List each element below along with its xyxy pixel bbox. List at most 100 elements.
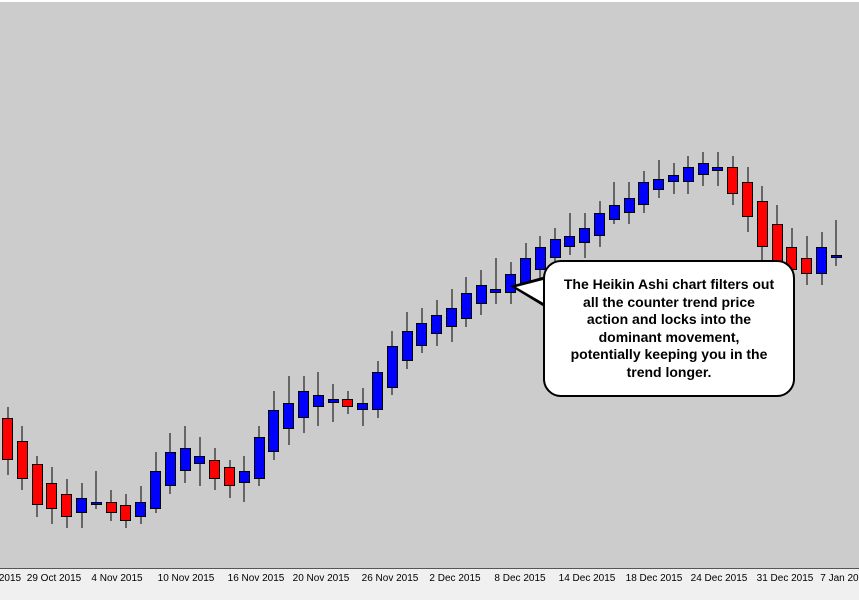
candle-body bbox=[17, 441, 28, 479]
candle-body bbox=[535, 247, 546, 270]
candle-body bbox=[564, 236, 575, 247]
candle-body bbox=[328, 399, 339, 403]
x-axis-label: 24 Dec 2015 bbox=[691, 573, 748, 584]
x-axis-label: 14 Dec 2015 bbox=[559, 573, 616, 584]
x-axis-label: 16 Nov 2015 bbox=[228, 573, 285, 584]
candle-wick bbox=[836, 220, 837, 266]
candle-body bbox=[461, 293, 472, 320]
candle-body bbox=[180, 448, 191, 471]
candle bbox=[224, 2, 235, 570]
candle-wick bbox=[569, 213, 570, 255]
candle-body bbox=[712, 167, 723, 171]
candle bbox=[61, 2, 72, 570]
candle-body bbox=[727, 167, 738, 194]
candle-wick bbox=[495, 258, 496, 304]
candle bbox=[106, 2, 117, 570]
candle bbox=[461, 2, 472, 570]
candle-body bbox=[2, 418, 13, 460]
candle-body bbox=[402, 331, 413, 361]
x-axis-label: 2015 bbox=[0, 573, 21, 584]
candle-body bbox=[165, 452, 176, 486]
candle bbox=[32, 2, 43, 570]
x-axis: 2015 29 Oct 2015 4 Nov 2015 10 Nov 2015 16 N… bbox=[0, 568, 859, 600]
candle-body bbox=[609, 205, 620, 220]
candle-body bbox=[550, 239, 561, 258]
candle bbox=[402, 2, 413, 570]
candle bbox=[120, 2, 131, 570]
candle-body bbox=[313, 395, 324, 406]
candle-body bbox=[194, 456, 205, 464]
x-axis-label: 31 Dec 2015 bbox=[757, 573, 814, 584]
candle-body bbox=[61, 494, 72, 517]
candle bbox=[490, 2, 501, 570]
candle-body bbox=[32, 464, 43, 506]
candle bbox=[357, 2, 368, 570]
candle-body bbox=[742, 182, 753, 216]
candle-body bbox=[624, 198, 635, 213]
candle bbox=[328, 2, 339, 570]
candle-body bbox=[357, 403, 368, 411]
candle bbox=[313, 2, 324, 570]
candle bbox=[2, 2, 13, 570]
candle bbox=[17, 2, 28, 570]
candle-body bbox=[387, 346, 398, 388]
candle bbox=[476, 2, 487, 570]
candle-body bbox=[283, 403, 294, 430]
candle-body bbox=[653, 179, 664, 190]
candle bbox=[268, 2, 279, 570]
candle bbox=[801, 2, 812, 570]
heikin-ashi-chart: 2015 29 Oct 2015 4 Nov 2015 10 Nov 2015 16 N… bbox=[0, 0, 859, 600]
candle bbox=[209, 2, 220, 570]
x-axis-label: 4 Nov 2015 bbox=[91, 573, 142, 584]
candle-body bbox=[476, 285, 487, 304]
x-axis-label: 2 Dec 2015 bbox=[429, 573, 480, 584]
candle bbox=[150, 2, 161, 570]
candle-body bbox=[135, 502, 146, 517]
candle bbox=[387, 2, 398, 570]
candle-body bbox=[209, 460, 220, 479]
candle bbox=[372, 2, 383, 570]
candle-body bbox=[224, 467, 235, 486]
candle-body bbox=[698, 163, 709, 174]
candle-body bbox=[372, 372, 383, 410]
candle bbox=[816, 2, 827, 570]
candle bbox=[831, 2, 842, 570]
candle-body bbox=[342, 399, 353, 407]
candle-body bbox=[757, 201, 768, 247]
candle bbox=[298, 2, 309, 570]
candle bbox=[254, 2, 265, 570]
x-axis-label: 18 Dec 2015 bbox=[626, 573, 683, 584]
candle-body bbox=[298, 391, 309, 418]
candle-body bbox=[579, 228, 590, 243]
candle-body bbox=[594, 213, 605, 236]
annotation-bubble: The Heikin Ashi chart filters out all th… bbox=[543, 260, 795, 397]
candle-body bbox=[638, 182, 649, 205]
candle bbox=[431, 2, 442, 570]
candle bbox=[46, 2, 57, 570]
candle-body bbox=[268, 410, 279, 452]
candle bbox=[283, 2, 294, 570]
candle-body bbox=[416, 323, 427, 346]
candle-body bbox=[668, 175, 679, 183]
annotation-text: The Heikin Ashi chart filters out all th… bbox=[564, 276, 774, 380]
candle-body bbox=[239, 471, 250, 482]
candle-body bbox=[431, 315, 442, 334]
x-axis-label: 29 Oct 2015 bbox=[27, 573, 81, 584]
candle-wick bbox=[333, 384, 334, 422]
candle-body bbox=[120, 505, 131, 520]
candle-body bbox=[46, 483, 57, 510]
x-axis-label: 20 Nov 2015 bbox=[293, 573, 350, 584]
candle bbox=[342, 2, 353, 570]
x-axis-label: 10 Nov 2015 bbox=[158, 573, 215, 584]
candle-body bbox=[490, 289, 501, 293]
x-axis-label: 8 Dec 2015 bbox=[494, 573, 545, 584]
candle-body bbox=[446, 308, 457, 327]
candle bbox=[194, 2, 205, 570]
x-axis-label: 26 Nov 2015 bbox=[362, 573, 419, 584]
candle bbox=[416, 2, 427, 570]
candle-body bbox=[683, 167, 694, 182]
candle-body bbox=[150, 471, 161, 509]
candle-body bbox=[91, 502, 102, 506]
candle bbox=[446, 2, 457, 570]
candle bbox=[180, 2, 191, 570]
